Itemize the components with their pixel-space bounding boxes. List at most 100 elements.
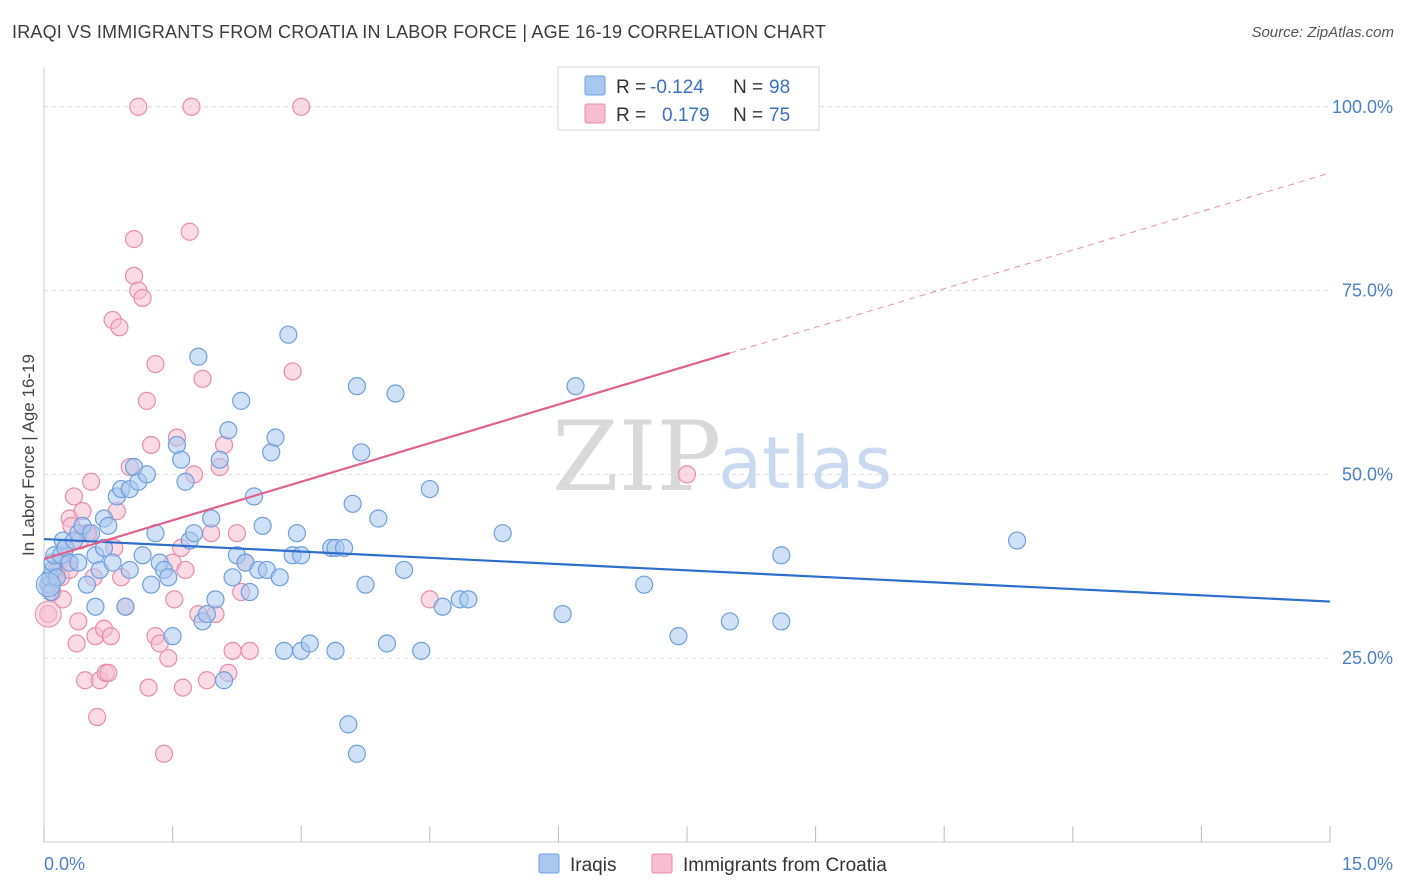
croatia-point: [139, 678, 158, 697]
iraqis-point: [339, 715, 358, 734]
bottom-legend: Iraqis Immigrants from Croatia: [538, 853, 887, 876]
watermark-zip: ZIP: [552, 401, 721, 513]
iraqis-point: [377, 634, 397, 653]
iraqis-point: [300, 634, 319, 653]
iraqis-point: [1007, 531, 1027, 550]
iraqis-point: [287, 524, 307, 543]
bottom-legend-swatch-iraqis: [538, 853, 560, 874]
iraqis-point: [82, 524, 101, 543]
croatia-point: [176, 560, 195, 580]
croatia-point: [193, 369, 212, 388]
croatia-point: [142, 435, 161, 455]
iraqis-point: [133, 546, 152, 565]
iraqis-point: [274, 641, 294, 660]
iraqis-point: [77, 575, 96, 594]
iraqis-point: [142, 575, 161, 594]
croatia-point: [146, 354, 165, 374]
croatia-point: [82, 472, 101, 491]
y-tick-label: 100.0%: [1332, 97, 1393, 117]
croatia-point: [137, 391, 156, 410]
iraqis-point: [270, 568, 289, 587]
bottom-legend-swatch-croatia: [651, 853, 673, 874]
iraqis-point: [459, 590, 478, 609]
iraqis-point: [223, 568, 242, 587]
iraqis-point: [386, 384, 405, 403]
iraqis-point: [240, 582, 259, 602]
iraqis-point: [772, 612, 791, 631]
iraqis-point: [347, 744, 367, 763]
croatia-point: [223, 641, 242, 660]
iraqis-point: [334, 538, 354, 558]
iraqis-point: [197, 604, 216, 624]
croatia-point: [292, 97, 311, 116]
legend-n-value-croatia: 75: [769, 105, 790, 126]
bottom-legend-label-croatia: Immigrants from Croatia: [683, 855, 887, 876]
iraqis-point: [219, 421, 238, 440]
watermark-atlas: atlas: [718, 421, 892, 505]
iraqis-point: [772, 546, 791, 565]
legend-n-value-iraqis: 98: [769, 77, 790, 98]
croatia-point: [677, 465, 697, 484]
iraqis-point: [412, 641, 431, 660]
iraqis-point: [635, 575, 654, 594]
iraqis-point: [163, 627, 182, 646]
croatia-point: [283, 362, 302, 381]
croatia-point: [159, 649, 178, 668]
iraqis-point: [94, 538, 114, 558]
croatia-trend-extension: [729, 172, 1331, 354]
iraqis-point: [116, 597, 135, 616]
iraqis-point: [292, 546, 311, 565]
x-tick-label-min: 0.0%: [44, 854, 85, 874]
croatia-trend-line: [43, 352, 731, 560]
iraqis-trend-line: [43, 537, 1331, 603]
croatia-point: [133, 288, 152, 308]
croatia-point: [129, 97, 148, 116]
iraqis-point: [69, 553, 88, 572]
iraqis-point: [103, 553, 122, 572]
iraqis-point: [326, 641, 345, 660]
legend-n-label-iraqis: N =: [733, 77, 763, 98]
iraqis-point: [347, 377, 367, 396]
bottom-legend-label-iraqis: Iraqis: [570, 855, 616, 876]
iraqis-point: [369, 509, 388, 528]
iraqis-point: [433, 597, 452, 616]
legend-n-label-croatia: N =: [733, 105, 763, 126]
iraqis-point: [206, 590, 225, 609]
iraqis-point: [566, 377, 585, 396]
legend-r-value-croatia: 0.179: [662, 105, 710, 126]
iraqis-point: [394, 560, 414, 580]
iraqis-point: [720, 612, 739, 631]
legend-swatch-iraqis: [584, 75, 606, 96]
legend-r-label-iraqis: R =: [616, 77, 646, 98]
iraqis-point: [553, 604, 572, 624]
iraqis-point: [356, 575, 375, 594]
y-axis-label: In Labor Force | Age 16-19: [19, 354, 38, 556]
iraqis-point: [86, 597, 105, 616]
legend-r-value-iraqis: -0.124: [650, 77, 704, 98]
croatia-point: [101, 627, 120, 646]
iraqis-point: [420, 479, 439, 499]
y-tick-label: 25.0%: [1342, 648, 1393, 668]
iraqis-point: [176, 472, 195, 491]
croatia-point: [88, 707, 107, 727]
source-note: Source: ZipAtlas.com: [1251, 24, 1394, 41]
croatia-point: [99, 663, 118, 682]
iraqis-point: [99, 516, 118, 535]
iraqis-point: [137, 465, 156, 484]
iraqis-points: [35, 325, 1027, 763]
croatia-point: [154, 744, 174, 763]
iraqis-point: [210, 450, 229, 469]
iraqis-point: [279, 325, 298, 344]
legend-swatch-croatia: [584, 103, 606, 124]
croatia-point: [69, 612, 88, 631]
iraqis-point: [184, 524, 204, 543]
croatia-point: [124, 230, 144, 249]
croatia-point: [110, 318, 129, 337]
iraqis-point: [35, 572, 61, 598]
iraqis-point: [669, 627, 688, 646]
croatia-point: [67, 634, 86, 653]
croatia-point: [182, 97, 201, 116]
croatia-point: [180, 222, 199, 241]
iraqis-point: [159, 568, 178, 587]
